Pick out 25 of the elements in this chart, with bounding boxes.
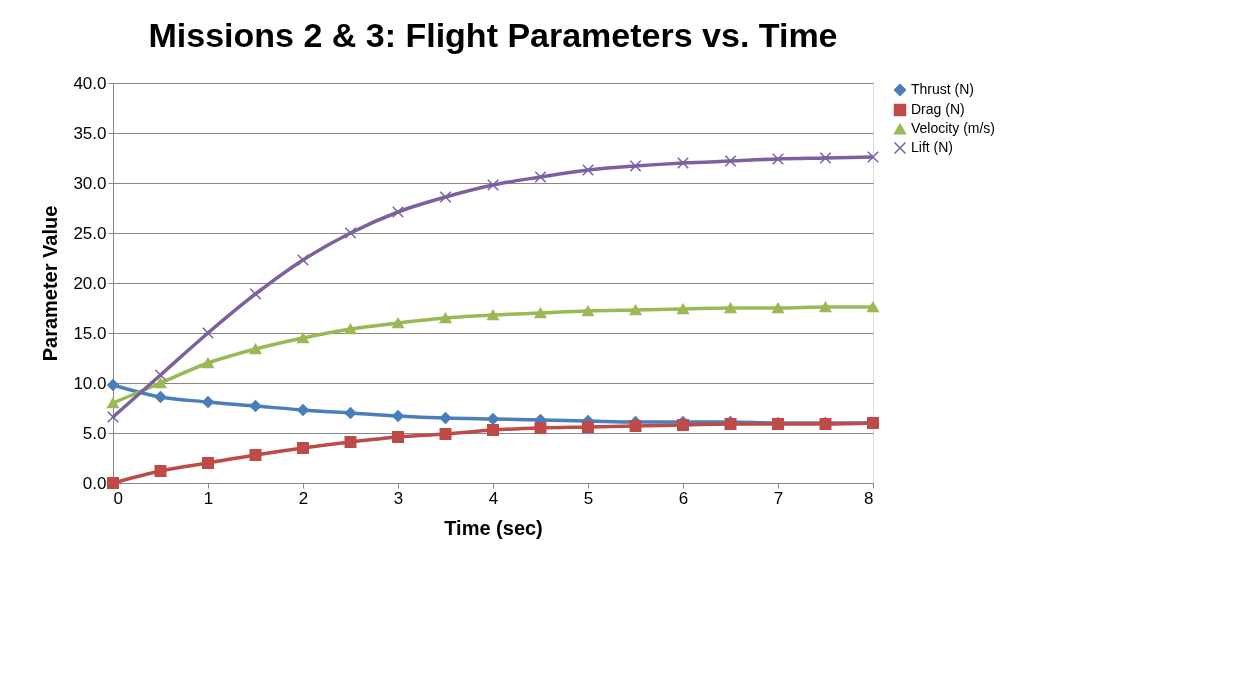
y-tick-label: 40.0 [73,73,107,93]
y-tick-label: 0.0 [82,473,107,493]
legend-label: Velocity (m/s) [911,120,996,136]
x-tick-label: 2 [298,488,309,508]
x-tick-label: 5 [583,488,594,508]
legend-label: Thrust (N) [911,81,974,97]
y-tick-label: 15.0 [73,323,107,343]
x-tick-label: 3 [393,488,404,508]
x-tick-label: 6 [678,488,689,508]
y-tick-label: 35.0 [73,123,107,143]
y-tick-label: 30.0 [73,173,107,193]
y-tick-label: 20.0 [73,273,107,293]
x-axis-title: Time (sec) [444,516,543,539]
y-tick-label: 10.0 [73,373,107,393]
x-tick-label: 0 [113,488,123,508]
x-tick-label: 1 [203,488,214,508]
y-tick-label: 5.0 [82,423,107,443]
x-tick-label: 8 [864,488,874,508]
x-tick-label: 4 [488,488,499,508]
y-axis-title: Parameter Value [39,205,62,362]
legend-label: Drag (N) [911,101,965,117]
chart-title: Missions 2 & 3: Flight Parameters vs. Time [148,16,838,54]
x-tick-label: 7 [773,488,784,508]
legend-label: Lift (N) [911,139,953,155]
y-tick-label: 25.0 [73,223,107,243]
